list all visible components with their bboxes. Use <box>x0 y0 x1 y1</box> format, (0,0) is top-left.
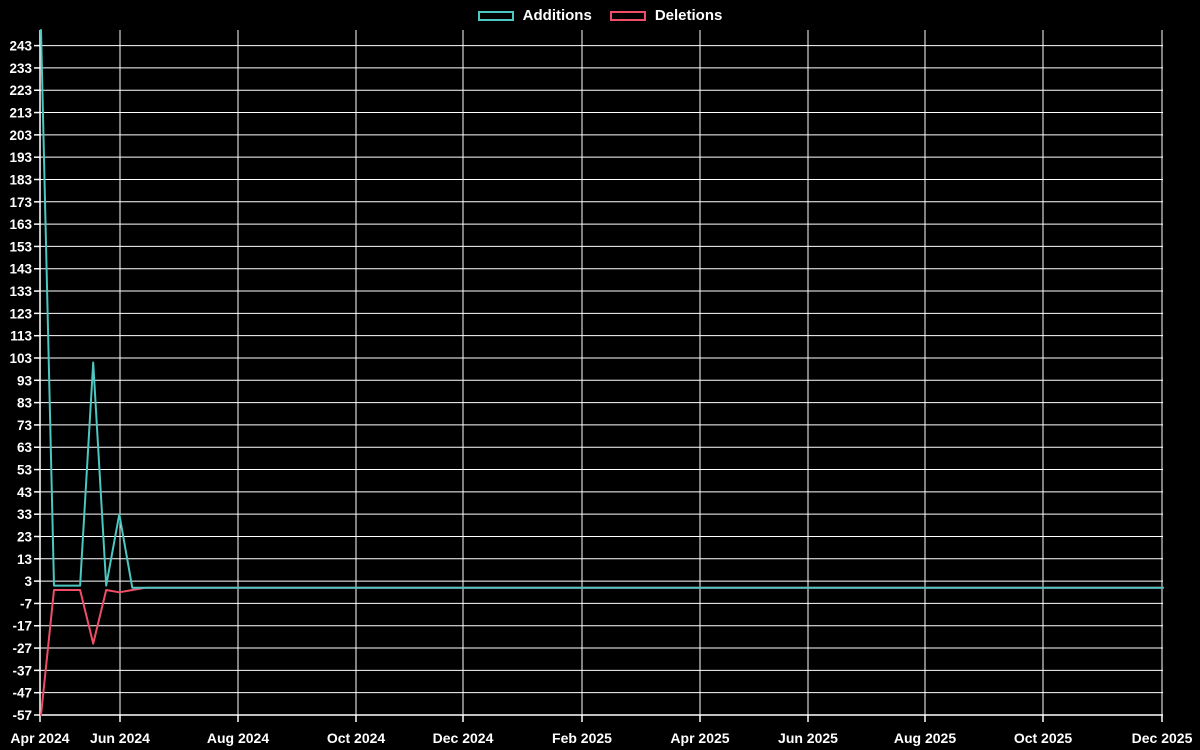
svg-text:113: 113 <box>10 329 32 344</box>
svg-text:Oct 2025: Oct 2025 <box>1014 730 1073 746</box>
svg-text:133: 133 <box>9 284 32 299</box>
svg-text:233: 233 <box>9 61 32 76</box>
svg-text:173: 173 <box>9 195 32 210</box>
svg-text:-47: -47 <box>12 686 32 701</box>
svg-text:163: 163 <box>9 217 32 232</box>
svg-text:-17: -17 <box>12 619 32 634</box>
svg-text:3: 3 <box>24 574 32 589</box>
svg-text:Dec 2024: Dec 2024 <box>433 730 494 746</box>
svg-text:Aug 2025: Aug 2025 <box>894 730 956 746</box>
svg-text:Apr 2025: Apr 2025 <box>670 730 729 746</box>
legend-label-deletions: Deletions <box>654 7 723 24</box>
svg-text:Dec 2025: Dec 2025 <box>1132 730 1193 746</box>
svg-text:83: 83 <box>17 396 33 411</box>
deletions-swatch-icon <box>609 10 646 21</box>
svg-text:13: 13 <box>17 552 33 567</box>
svg-text:143: 143 <box>9 262 32 277</box>
svg-text:23: 23 <box>17 529 33 544</box>
svg-text:243: 243 <box>9 39 32 54</box>
svg-text:Feb 2025: Feb 2025 <box>552 730 612 746</box>
legend-item-deletions[interactable]: Deletions <box>609 7 723 24</box>
svg-text:213: 213 <box>9 106 32 121</box>
svg-text:53: 53 <box>17 463 33 478</box>
svg-text:33: 33 <box>17 507 33 522</box>
svg-text:Aug 2024: Aug 2024 <box>207 730 269 746</box>
x-grid: Apr 2024 Jun 2024 Aug 2024 Oct 2024 Dec 2024… <box>10 30 1193 746</box>
svg-text:Jun 2025: Jun 2025 <box>778 730 838 746</box>
svg-text:-7: -7 <box>20 596 32 611</box>
legend-label-additions: Additions <box>522 7 592 24</box>
additions-line[interactable] <box>40 29 1164 589</box>
svg-text:Oct 2024: Oct 2024 <box>327 730 386 746</box>
svg-text:153: 153 <box>9 239 32 254</box>
svg-text:Apr 2024: Apr 2024 <box>10 730 69 746</box>
y-grid: 2432332232132031931831731631531431331231… <box>9 39 1163 723</box>
svg-text:183: 183 <box>9 172 32 187</box>
svg-text:Jun 2024: Jun 2024 <box>90 730 150 746</box>
additions-swatch-icon <box>477 10 514 21</box>
svg-text:63: 63 <box>17 440 33 455</box>
chart-legend: Additions Deletions <box>0 8 1200 23</box>
svg-text:-37: -37 <box>12 663 32 678</box>
deletions-line[interactable] <box>40 586 1164 716</box>
svg-text:103: 103 <box>9 351 32 366</box>
svg-text:-57: -57 <box>12 708 32 723</box>
svg-text:193: 193 <box>9 150 32 165</box>
legend-item-additions[interactable]: Additions <box>477 7 592 24</box>
svg-text:73: 73 <box>17 418 33 433</box>
svg-text:203: 203 <box>9 128 32 143</box>
svg-text:223: 223 <box>9 83 32 98</box>
svg-text:93: 93 <box>17 373 33 388</box>
svg-text:-27: -27 <box>12 641 32 656</box>
svg-text:123: 123 <box>9 306 32 321</box>
svg-text:43: 43 <box>17 485 33 500</box>
